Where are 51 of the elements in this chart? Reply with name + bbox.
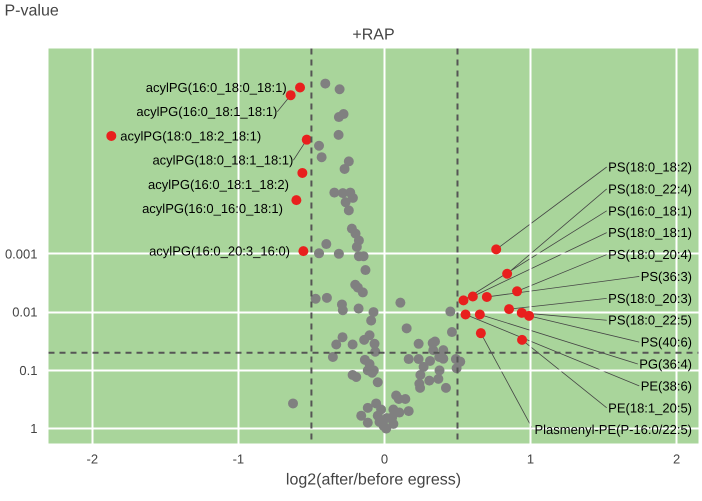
point [524,310,534,321]
point [297,168,308,178]
point [460,309,471,320]
x-tick-label: 2 [672,452,680,466]
point [504,304,514,314]
annotation: PG(36:4) [639,356,692,372]
point [106,130,116,141]
annotation: Plasmenyl-PE(P-16:0/22:5) [534,422,692,438]
annotation: PS(18:0_20:3) [608,290,692,306]
annotation: PS(18:0_20:4) [608,247,692,262]
annotation: PS(18:0_18:2) [608,160,692,174]
x-tick-label: 1 [526,452,534,466]
annotation: PS(16:0_18:1) [608,203,692,218]
y-tick-label: 0.1 [19,362,38,378]
x-axis-title: log2(after/before egress) [286,472,462,488]
x-tick-label: -1 [232,452,244,466]
point [298,246,308,256]
annotation: acylPG(16:0_18:0_18:1) [146,80,287,95]
point [302,134,312,145]
y-tick-label: 0.001 [4,246,38,262]
y-axis-title: P-value [4,2,59,20]
annotation: acylPG(16:0_18:1_18:1) [136,104,278,120]
point [458,295,468,306]
annotation: PS(18:0_22:5) [608,312,692,328]
point [295,82,306,92]
annotation: PE(18:1_20:5) [608,400,692,416]
annotation: PE(38:6) [640,378,692,394]
point [468,291,478,302]
y-tick-label: 1 [30,421,38,436]
annotation: PS(36:3) [640,268,692,284]
point [291,195,302,206]
annotation: PS(18:0_18:1) [608,225,692,240]
y-tick-label: 0.01 [12,304,38,320]
annotation: acylPG(16:0_16:0_18:1) [142,201,284,216]
point [502,268,512,279]
annotation: acylPG(16:0_18:1_18:2) [148,176,289,192]
annotation: acylPG(16:0_20:3_16:0) [149,244,290,259]
annotation: acylPG(18:0_18:2_18:1) [120,128,262,144]
annotation: PS(40:6) [640,334,692,350]
point [512,286,522,296]
point [474,309,485,320]
point [482,292,492,302]
x-tick-label: 0 [380,452,388,466]
chart-title: +RAP [352,26,395,44]
point [286,90,296,100]
annotation: PS(18:0_22:4) [608,181,692,196]
x-tick-label: -2 [86,452,98,466]
point [517,334,528,345]
point [476,328,486,338]
annotation: acylPG(18:0_18:1_18:1) [152,152,294,168]
point [491,244,502,254]
